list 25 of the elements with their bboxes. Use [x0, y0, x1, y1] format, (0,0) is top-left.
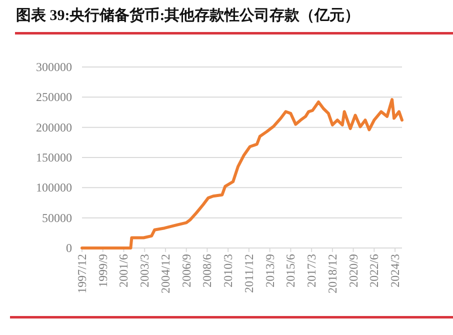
x-tick-label: 2017/3	[304, 254, 319, 288]
line-series	[80, 98, 404, 250]
x-tick-label: 2010/3	[221, 254, 236, 288]
x-tick-label: 2024/3	[388, 254, 402, 288]
x-tick-label: 2004/12	[158, 254, 172, 294]
x-tick-label: 2020/9	[346, 254, 360, 288]
x-tick-label: 2003/3	[138, 254, 152, 288]
x-tick-label: 2001/6	[116, 254, 131, 288]
x-tick-label: 2006/9	[179, 254, 194, 288]
chart-title: 图表 39:央行储备货币:其他存款性公司存款（亿元）	[16, 7, 360, 24]
x-tick-label: 1999/9	[96, 254, 110, 288]
y-tick-label: 250000	[36, 90, 72, 104]
y-tick-label: 50000	[42, 210, 72, 225]
x-tick-label: 2015/6	[284, 254, 298, 288]
y-tick-label: 100000	[36, 180, 72, 195]
x-tick-label: 2022/6	[367, 254, 382, 288]
x-tick-label: 2013/9	[262, 254, 277, 288]
x-tick-label: 2011/12	[242, 254, 256, 293]
x-tick-label: 1997/12	[75, 254, 89, 294]
y-tick-label: 150000	[36, 150, 72, 164]
y-tick-label: 0	[66, 241, 72, 255]
x-tick-label: 2018/12	[325, 254, 340, 294]
x-tick-label: 2008/6	[200, 254, 214, 288]
y-tick-label: 200000	[36, 120, 72, 134]
y-tick-label: 300000	[36, 60, 72, 74]
